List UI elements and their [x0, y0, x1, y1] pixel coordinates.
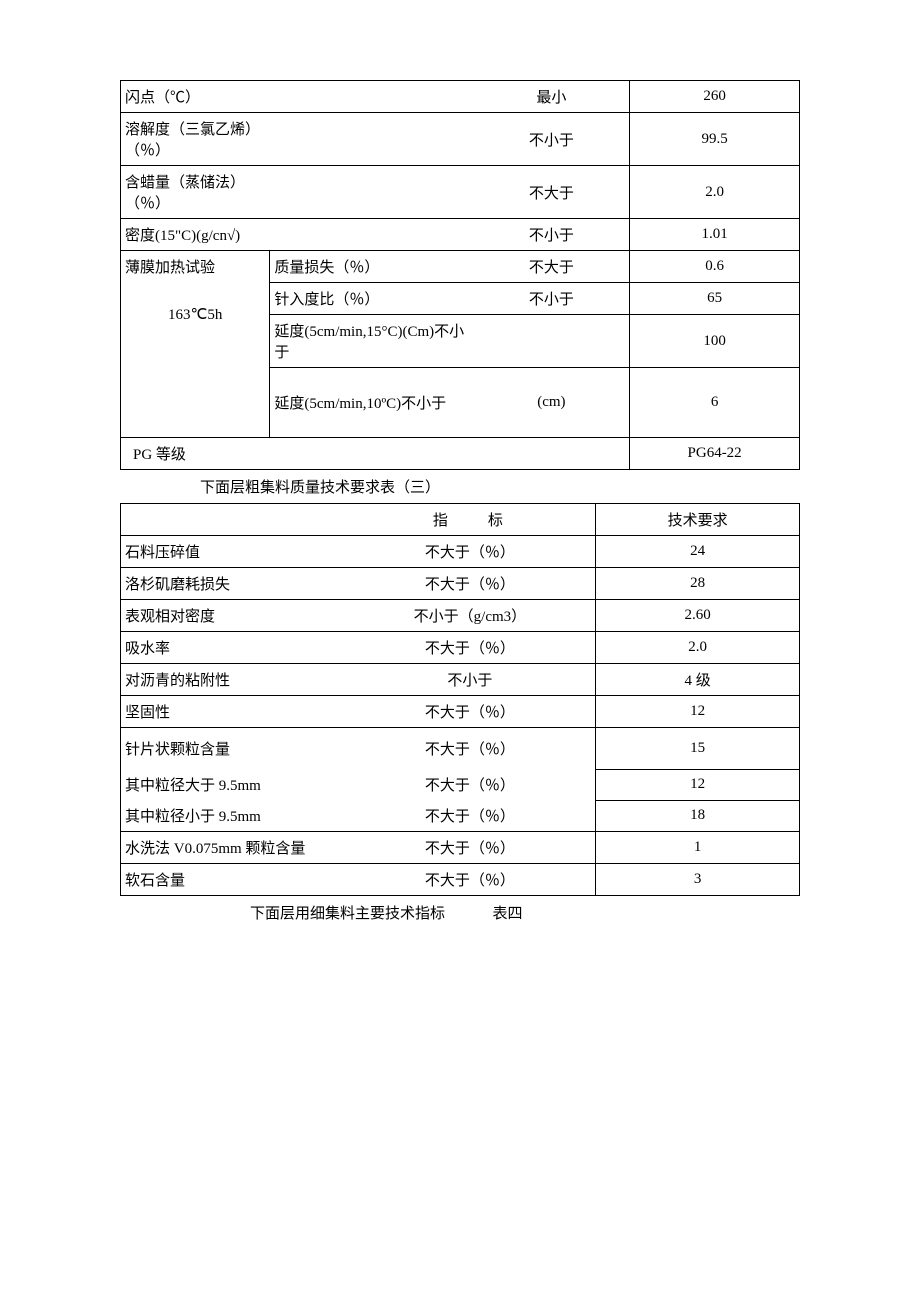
cell-cond: 不大于（％）	[345, 632, 596, 664]
table-coarse-aggregate: 指标 技术要求 石料压碎值 不大于（％） 24 洛杉矶磨耗损失 不大于（％） 2…	[120, 503, 800, 896]
cell-metric: 质量损失（％）	[270, 251, 474, 283]
cell-cond: 不大于	[474, 166, 630, 219]
cell-label: 石料压碎值	[121, 536, 345, 568]
cell-val: 1.01	[630, 219, 800, 251]
cell-metric: 针入度比（％）	[270, 283, 474, 315]
header-req: 技术要求	[596, 504, 800, 536]
cell-blank	[270, 166, 474, 219]
cell-cond: 不大于（％）	[345, 800, 596, 832]
cell-label: 闪点（℃）	[121, 81, 270, 113]
cell-metric: 延度(5cm/min,10ºC)不小于	[270, 368, 474, 438]
cell-cond: 不小于	[345, 664, 596, 696]
cell-cond: 不小于（g/cm3）	[345, 600, 596, 632]
cell-blank	[270, 219, 474, 251]
cell-metric: 延度(5cm/min,15°C)(Cm)不小于	[270, 315, 474, 368]
header-metric: 指标	[345, 504, 596, 536]
cell-cond: 不大于（％）	[345, 728, 596, 770]
cell-label: 密度(15"C)(g/cn√)	[121, 219, 270, 251]
heat-test-sub: 163℃5h	[125, 305, 265, 324]
caption-table-3: 下面层粗集料质量技术要求表（三）	[120, 476, 800, 497]
cell-val: 15	[596, 728, 800, 770]
cell-label: 吸水率	[121, 632, 345, 664]
cell-label: 表观相对密度	[121, 600, 345, 632]
cell-cond: 不大于（％）	[345, 696, 596, 728]
cell-label: 其中粒径大于 9.5mm	[121, 769, 345, 800]
cell-val: 99.5	[630, 113, 800, 166]
cell-blank	[270, 81, 474, 113]
table-row: 表观相对密度 不小于（g/cm3） 2.60	[121, 600, 800, 632]
cell-label: 针片状颗粒含量	[121, 728, 345, 770]
header-blank	[121, 504, 345, 536]
cell-val: 12	[596, 769, 800, 800]
cell-label: 溶解度（三氯乙烯）（％）	[121, 113, 270, 166]
cell-cond: 不小于	[474, 219, 630, 251]
cell-val: 18	[596, 800, 800, 832]
cell-val: 4 级	[596, 664, 800, 696]
table-row: 洛杉矶磨耗损失 不大于（％） 28	[121, 568, 800, 600]
cell-val: 2.0	[596, 632, 800, 664]
cell-val: 100	[630, 315, 800, 368]
table-row: 坚固性 不大于（％） 12	[121, 696, 800, 728]
table-header-row: 指标 技术要求	[121, 504, 800, 536]
table-row: 吸水率 不大于（％） 2.0	[121, 632, 800, 664]
table-row: 对沥青的粘附性 不小于 4 级	[121, 664, 800, 696]
table-row: 其中粒径大于 9.5mm 不大于（％） 12	[121, 769, 800, 800]
cell-cond	[474, 315, 630, 368]
table-row: 针片状颗粒含量 不大于（％） 15	[121, 728, 800, 770]
cell-pg-val: PG64-22	[630, 438, 800, 470]
table-asphalt-spec: 闪点（℃） 最小 260 溶解度（三氯乙烯）（％） 不小于 99.5 含蜡量（蒸…	[120, 80, 800, 470]
cell-val: 65	[630, 283, 800, 315]
table-row: 闪点（℃） 最小 260	[121, 81, 800, 113]
caption-table-4: 下面层用细集料主要技术指标 表四	[120, 902, 800, 923]
cell-label: 洛杉矶磨耗损失	[121, 568, 345, 600]
cell-val: 12	[596, 696, 800, 728]
table-row: 石料压碎值 不大于（％） 24	[121, 536, 800, 568]
caption-4-main: 下面层用细集料主要技术指标	[250, 906, 445, 922]
cell-val: 2.60	[596, 600, 800, 632]
cell-label: 水洗法 V0.075mm 颗粒含量	[121, 832, 345, 864]
cell-label: 其中粒径小于 9.5mm	[121, 800, 345, 832]
table-row: 水洗法 V0.075mm 颗粒含量 不大于（％） 1	[121, 832, 800, 864]
cell-label: 软石含量	[121, 864, 345, 896]
cell-val: 1	[596, 832, 800, 864]
cell-cond: 最小	[474, 81, 630, 113]
cell-heat-label: 薄膜加热试验 163℃5h	[121, 251, 270, 438]
cell-label: 含蜡量（蒸储法）（％）	[121, 166, 270, 219]
table-row: 其中粒径小于 9.5mm 不大于（％） 18	[121, 800, 800, 832]
cell-label: 坚固性	[121, 696, 345, 728]
cell-label: 对沥青的粘附性	[121, 664, 345, 696]
cell-cond: 不小于	[474, 113, 630, 166]
table-row: 软石含量 不大于（％） 3	[121, 864, 800, 896]
table-row: 薄膜加热试验 163℃5h 质量损失（％） 不大于 0.6	[121, 251, 800, 283]
cell-val: 6	[630, 368, 800, 438]
cell-cond: 不大于（％）	[345, 536, 596, 568]
table-row: 含蜡量（蒸储法）（％） 不大于 2.0	[121, 166, 800, 219]
cell-val: 2.0	[630, 166, 800, 219]
cell-cond: 不大于（％）	[345, 568, 596, 600]
cell-blank	[270, 113, 474, 166]
cell-cond: 不大于（％）	[345, 864, 596, 896]
cell-cond: (cm)	[474, 368, 630, 438]
caption-4-num: 表四	[493, 906, 523, 922]
table-row: 密度(15"C)(g/cn√) 不小于 1.01	[121, 219, 800, 251]
cell-cond: 不大于	[474, 251, 630, 283]
table-row: 溶解度（三氯乙烯）（％） 不小于 99.5	[121, 113, 800, 166]
cell-val: 0.6	[630, 251, 800, 283]
cell-cond: 不小于	[474, 283, 630, 315]
cell-cond: 不大于（％）	[345, 832, 596, 864]
cell-val: 28	[596, 568, 800, 600]
cell-val: 24	[596, 536, 800, 568]
cell-pg-label: PG 等级	[121, 438, 630, 470]
cell-val: 3	[596, 864, 800, 896]
table-row: PG 等级 PG64-22	[121, 438, 800, 470]
cell-val: 260	[630, 81, 800, 113]
cell-cond: 不大于（％）	[345, 769, 596, 800]
heat-test-title: 薄膜加热试验	[125, 256, 265, 277]
